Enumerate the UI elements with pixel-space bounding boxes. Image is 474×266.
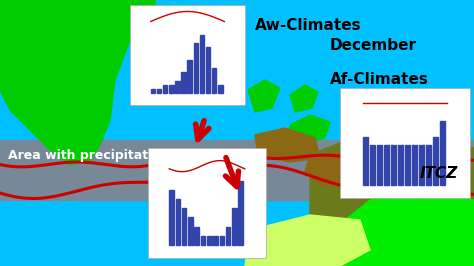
Bar [206, 47, 210, 93]
Bar [226, 227, 230, 245]
Bar [201, 236, 205, 245]
Bar [130, 5, 245, 105]
Bar [200, 35, 204, 93]
Polygon shape [305, 148, 440, 188]
Text: Area with precipitation: Area with precipitation [8, 148, 170, 161]
Bar [169, 85, 173, 93]
Bar [182, 208, 186, 245]
Polygon shape [290, 85, 318, 112]
Bar [426, 145, 431, 185]
Text: Aw-Climates: Aw-Climates [255, 18, 362, 33]
Bar [384, 145, 389, 185]
Bar [175, 81, 180, 93]
Polygon shape [330, 195, 474, 266]
Bar [163, 85, 167, 93]
Bar [419, 145, 424, 185]
Bar [232, 208, 237, 245]
Bar [219, 236, 224, 245]
Bar [370, 145, 375, 185]
Bar [340, 88, 470, 198]
Bar [148, 148, 266, 258]
Bar [194, 43, 198, 93]
Bar [0, 140, 474, 200]
Bar [238, 181, 243, 245]
Bar [440, 121, 445, 185]
Bar [151, 89, 155, 93]
Bar [398, 145, 403, 185]
Bar [377, 145, 382, 185]
Bar [412, 145, 417, 185]
Bar [405, 145, 410, 185]
Text: Af-Climates: Af-Climates [330, 72, 429, 87]
Bar [157, 89, 161, 93]
Bar [364, 137, 368, 185]
Bar [188, 218, 192, 245]
Bar [433, 137, 438, 185]
Bar [175, 199, 180, 245]
Bar [213, 236, 218, 245]
Bar [207, 236, 211, 245]
Text: December: December [330, 38, 417, 53]
Polygon shape [290, 115, 330, 143]
Polygon shape [245, 215, 370, 266]
Bar [169, 190, 174, 245]
Bar [391, 145, 396, 185]
Bar [218, 85, 223, 93]
Polygon shape [248, 80, 280, 112]
Bar [188, 60, 192, 93]
Bar [182, 72, 186, 93]
Bar [212, 68, 217, 93]
Polygon shape [0, 0, 155, 165]
Polygon shape [310, 140, 474, 266]
Bar [194, 227, 199, 245]
Polygon shape [255, 128, 320, 162]
Text: ITCZ: ITCZ [420, 165, 458, 181]
